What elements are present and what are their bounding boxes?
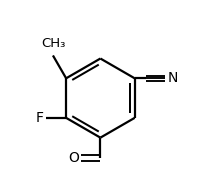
Text: N: N (167, 71, 178, 85)
Text: CH₃: CH₃ (41, 37, 65, 50)
Text: F: F (35, 111, 43, 125)
Text: O: O (68, 151, 79, 165)
